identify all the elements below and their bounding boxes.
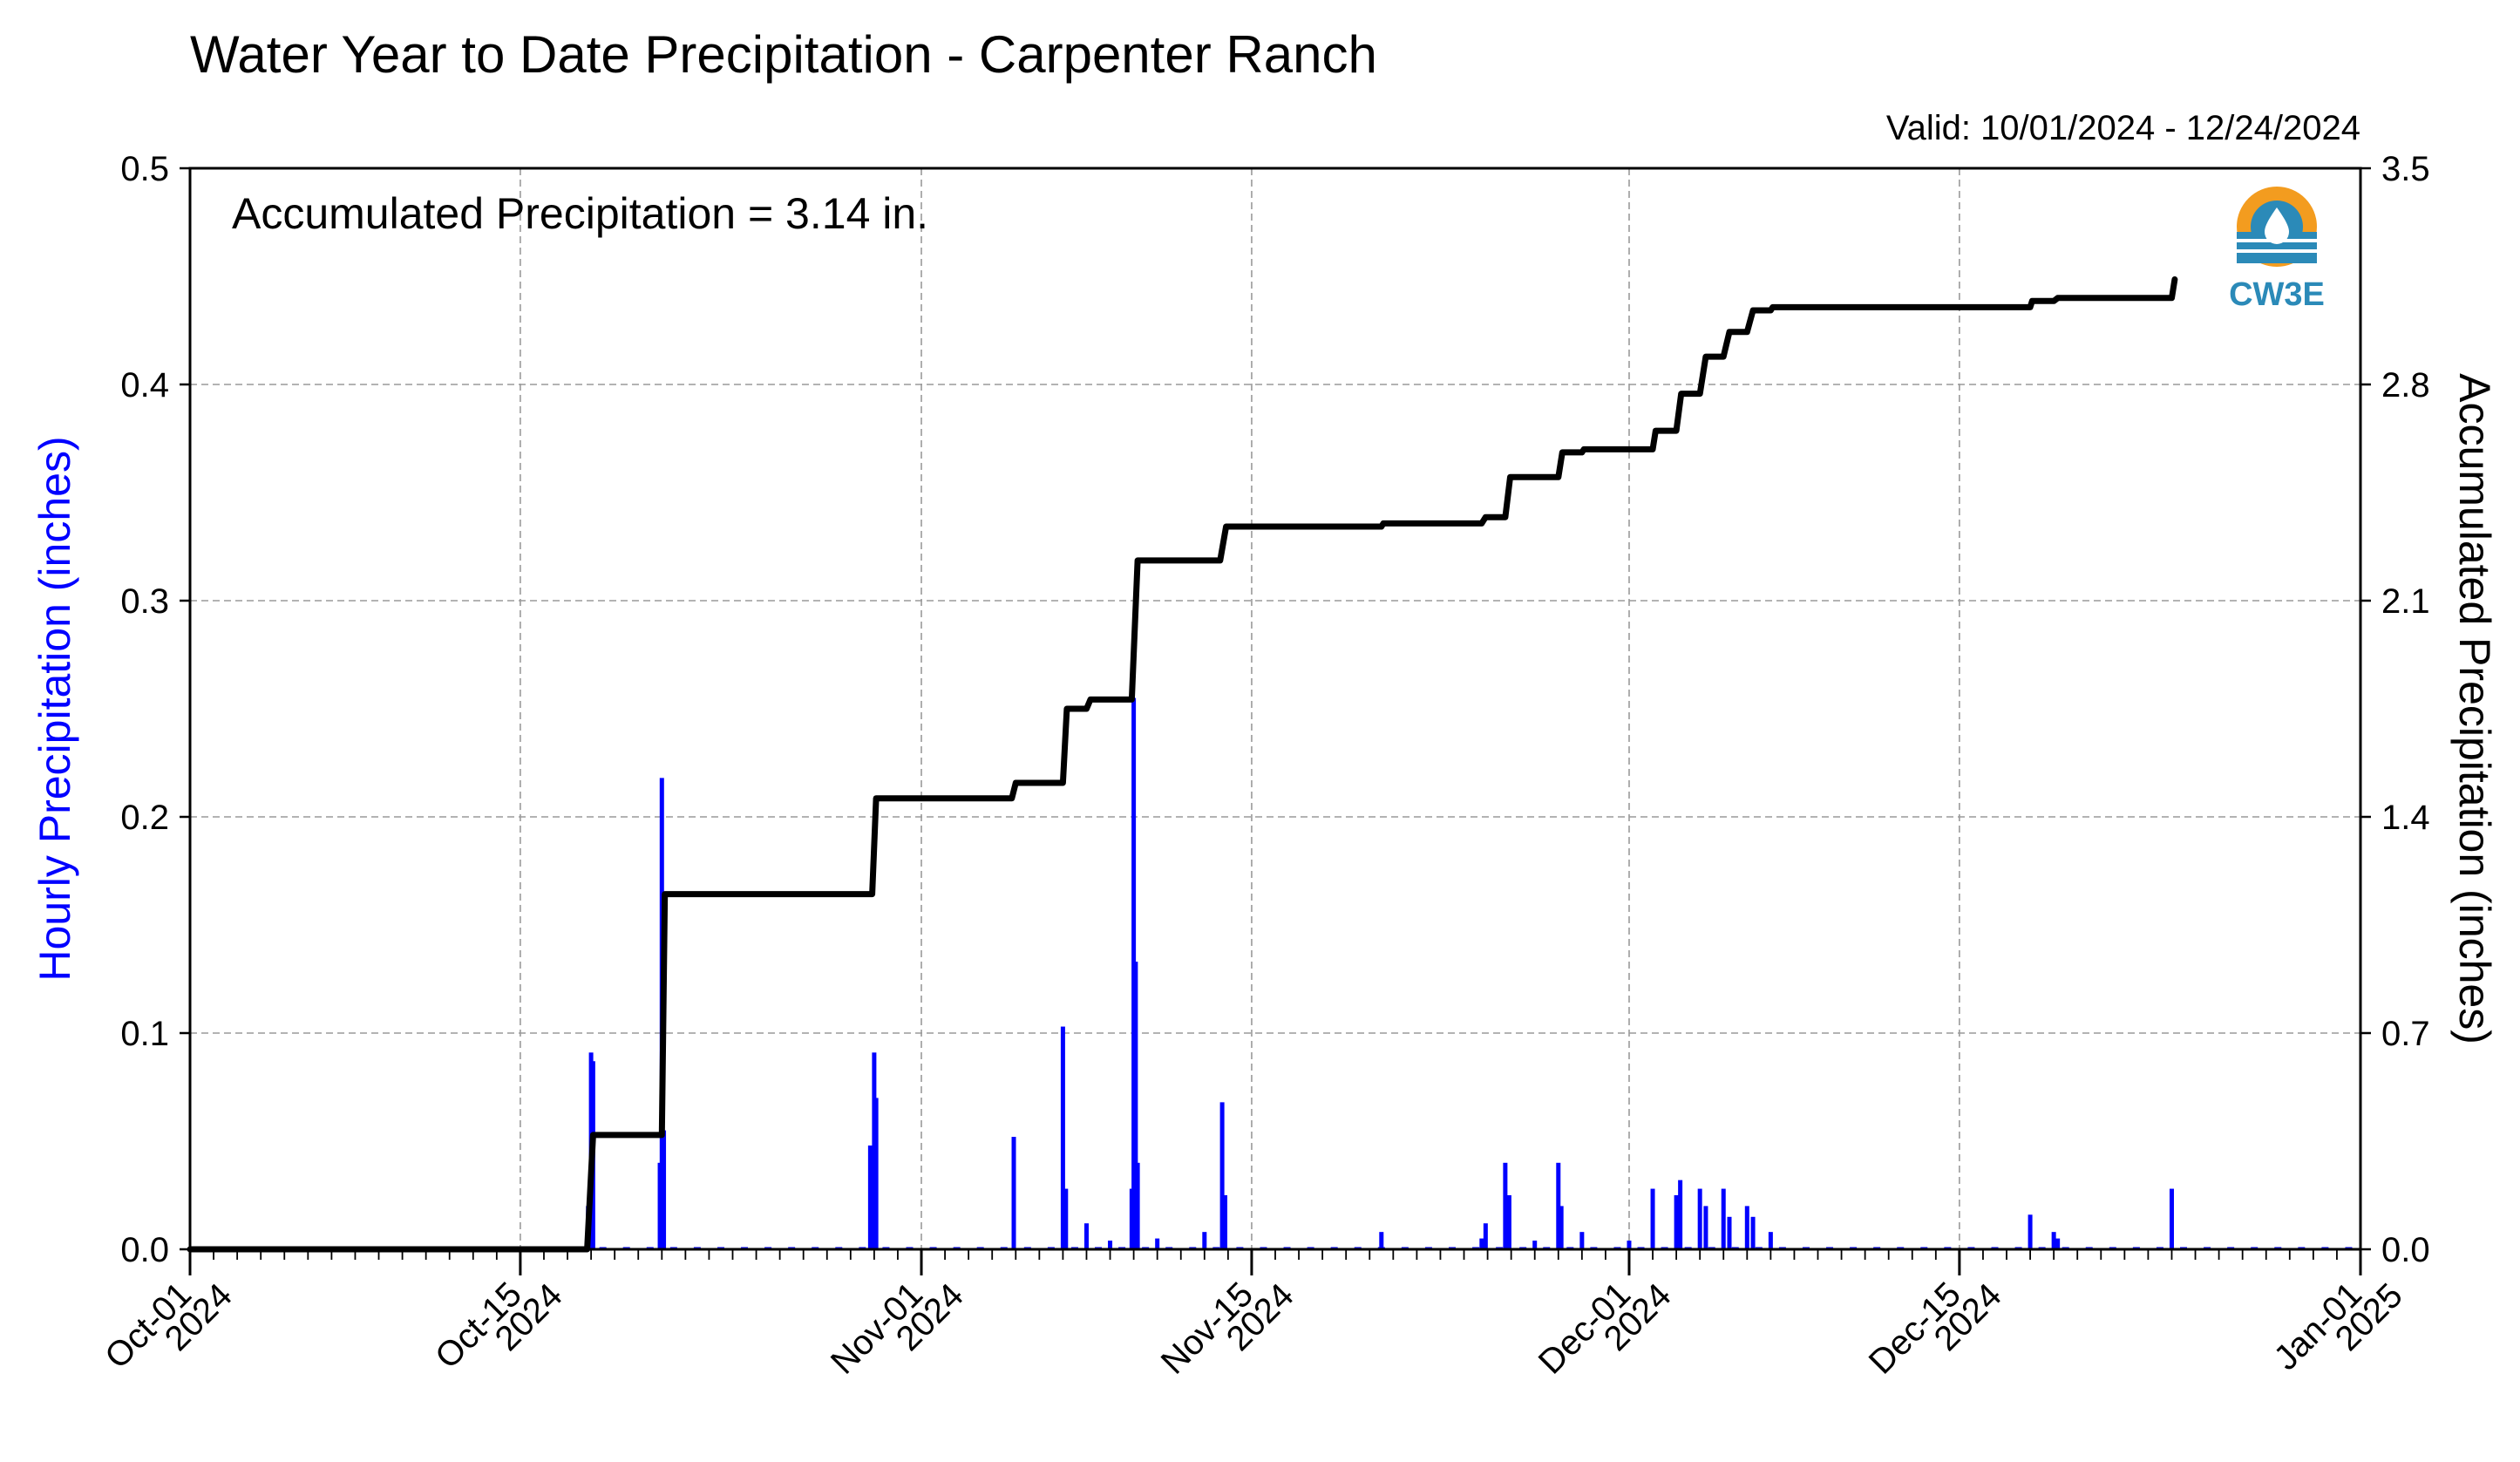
right-axis: 0.0 0.7 1.4 2.1 2.8 3.5 [2360,150,2430,1269]
hourly-bar [1155,1238,1160,1249]
hourly-bar [662,1130,667,1249]
accumulated-line [187,276,2178,1253]
hourly-bar [1083,1223,1089,1249]
hourly-bar [1678,1180,1683,1249]
accumulated-total-annotation: Accumulated Precipitation = 3.14 in. [232,189,928,238]
right-tick-label: 2.8 [2381,366,2430,405]
right-tick-label: 1.4 [2381,799,2430,837]
chart-title: Water Year to Date Precipitation - Carpe… [190,25,1377,84]
hourly-bar [1721,1188,1726,1249]
hourly-bar [1506,1195,1511,1249]
hourly-bar [873,1098,879,1249]
left-axis: 0.0 0.1 0.2 0.3 0.4 0.5 [120,150,190,1269]
grid [190,168,2360,1249]
hourly-bar [1703,1206,1708,1249]
water-drop-icon [2265,207,2289,244]
hourly-bar [1697,1188,1702,1249]
left-axis-label: Hourly Precipitation (inches) [31,436,79,981]
left-tick-label: 0.5 [120,150,169,188]
hourly-bar [1135,1162,1140,1249]
hourly-bar [1133,962,1138,1249]
hourly-bar [1674,1195,1679,1249]
hourly-bar [1750,1216,1756,1249]
hourly-bar [867,1145,873,1249]
right-tick-label: 2.1 [2381,582,2430,621]
left-tick-label: 0.1 [120,1015,169,1053]
hourly-bar [1744,1206,1749,1249]
hourly-bar [2051,1232,2056,1249]
accumulated-line-layer [187,276,2178,1253]
hourly-bar [1063,1188,1069,1249]
hourly-bar [1483,1223,1488,1249]
valid-date-range: Valid: 10/01/2024 - 12/24/2024 [1886,109,2360,147]
hourly-bar [1627,1241,1632,1249]
hourly-bar [2055,1238,2061,1249]
left-tick-label: 0.4 [120,366,169,405]
left-tick-label: 0.0 [120,1231,169,1269]
right-tick-label: 3.5 [2381,150,2430,188]
hourly-bars [198,697,2353,1250]
hourly-bar [1060,1026,1065,1249]
hourly-bar [1579,1232,1585,1249]
hourly-bar [1219,1102,1225,1249]
hourly-bar [1768,1232,1773,1249]
hourly-bar [1559,1206,1564,1249]
right-axis-label: Accumulated Precipitation (inches) [2450,373,2499,1044]
hourly-bar [1727,1216,1732,1249]
logo-text: CW3E [2229,276,2325,313]
right-tick-label: 0.7 [2381,1015,2430,1053]
hourly-bar [1532,1241,1538,1249]
hourly-bar [1650,1188,1655,1249]
hourly-bar [1503,1162,1508,1249]
hourly-bar [1202,1232,1207,1249]
hourly-bar [2169,1188,2174,1249]
hourly-bar [1011,1137,1016,1249]
cw3e-logo: CW3E [2229,187,2325,313]
hourly-bar [1379,1232,1384,1249]
hourly-bar [2028,1214,2033,1249]
right-tick-label: 0.0 [2381,1231,2430,1269]
hourly-bar [1556,1162,1561,1249]
left-tick-label: 0.2 [120,799,169,837]
left-tick-label: 0.3 [120,582,169,621]
hourly-bar [1479,1238,1484,1249]
hourly-bar [1108,1241,1113,1249]
hourly-bar [1222,1195,1227,1249]
plot-frame [188,167,2362,1251]
logo-wave-line [2237,249,2317,253]
